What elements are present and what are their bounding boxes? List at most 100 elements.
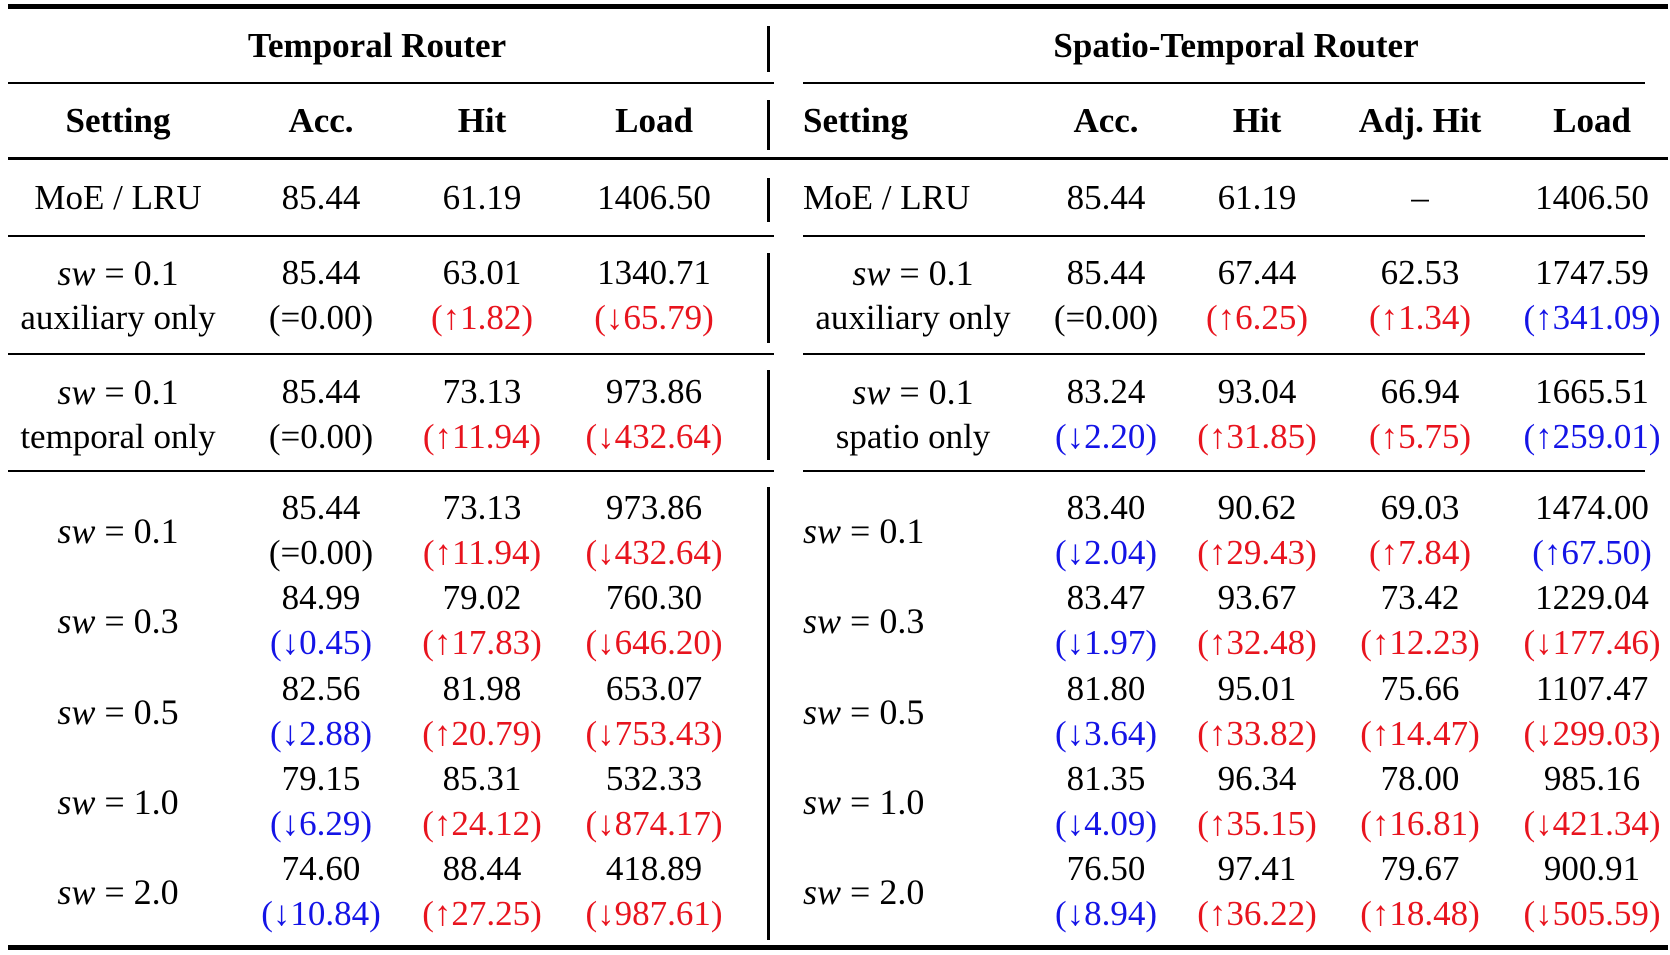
temporal-only-note: temporal only [20, 417, 216, 456]
temporal-only-sw: sw = 0.1 [57, 372, 178, 412]
temporal-sweep-acc-delta: (↓0.45) [269, 623, 373, 662]
temporal-sweep-hit-delta: (↑17.83) [422, 623, 542, 662]
temporal-only-hit-value: 73.13 [442, 372, 522, 411]
equals-sign: = [95, 692, 134, 732]
temporal-sweep-load-delta: (↓646.20) [585, 623, 723, 662]
spatio-baseline-load: 1406.50 [1535, 178, 1649, 217]
equals-sign: = [95, 372, 134, 412]
spatio-sweep-acc-value: 81.80 [1066, 669, 1146, 708]
sw-variable: sw [803, 511, 842, 551]
sw-variable: sw [803, 692, 842, 732]
spatio-aux-note: auxiliary only [815, 298, 1011, 337]
temporal-sweep-sw: sw = 2.0 [57, 872, 178, 912]
sw-variable: sw [803, 601, 842, 641]
spatio-sweep-hit-delta: (↑29.43) [1197, 533, 1317, 572]
temporal-sweep-sw: sw = 0.5 [57, 692, 178, 732]
spatio-aux-acc-value: 85.44 [1066, 253, 1146, 292]
spatio-aux-load-value: 1747.59 [1535, 253, 1649, 292]
spatio-sweep-hit-value: 95.01 [1217, 669, 1297, 708]
temporal-sweep-load-value: 532.33 [605, 759, 703, 798]
sw-variable: sw [852, 253, 891, 293]
temporal-sweep-load-value: 973.86 [605, 488, 703, 527]
spatio-sweep-adj-value: 78.00 [1380, 759, 1460, 798]
spatio-aux-adj-delta: (↑1.34) [1368, 298, 1472, 337]
spatio-aux-adj-value: 62.53 [1380, 253, 1460, 292]
temporal-sweep-hit-value: 85.31 [442, 759, 522, 798]
temporal-aux-acc-value: 85.44 [281, 253, 361, 292]
temporal-sweep-hit-delta: (↑24.12) [422, 804, 542, 843]
spatio-sweep-hit-value: 97.41 [1217, 849, 1297, 888]
temporal-aux-sw: sw = 0.1 [57, 253, 178, 293]
spatio-only-sw: sw = 0.1 [852, 372, 973, 412]
spatio-sweep-load-delta: (↑67.50) [1532, 533, 1652, 572]
equals-sign: = [841, 872, 880, 912]
temporal-sweep-load-value: 418.89 [605, 849, 703, 888]
equals-sign: = [95, 872, 134, 912]
separator-baseline [767, 178, 770, 222]
spatio-sweep-sw: sw = 1.0 [803, 782, 924, 822]
separator-aux [767, 253, 770, 343]
temporal-header-acc: Acc. [288, 101, 354, 140]
temporal-sweep-load-value: 760.30 [605, 578, 703, 617]
spatio-header-adjhit: Adj. Hit [1358, 101, 1482, 140]
temporal-sweep-hit-delta: (↑11.94) [422, 533, 542, 572]
spatio-header-acc: Acc. [1073, 101, 1139, 140]
temporal-sweep-acc-value: 82.56 [281, 669, 361, 708]
temporal-sweep-acc-value: 79.15 [281, 759, 361, 798]
spatio-aux-hit-delta: (↑6.25) [1205, 298, 1309, 337]
spatio-sweep-acc-delta: (↓1.97) [1054, 623, 1158, 662]
temporal-sweep-hit-value: 79.02 [442, 578, 522, 617]
temporal-aux-hit-delta: (↑1.82) [430, 298, 534, 337]
spatio-only-acc-value: 83.24 [1066, 372, 1146, 411]
sw-variable: sw [57, 511, 96, 551]
spatio-group-underline [803, 82, 1645, 84]
temporal-group-underline [8, 82, 774, 84]
temporal-sweep-load-delta: (↓874.17) [585, 804, 723, 843]
spatio-only-note: spatio only [835, 417, 991, 456]
spatio-sweep-acc-value: 83.47 [1066, 578, 1146, 617]
spatio-sweep-acc-value: 76.50 [1066, 849, 1146, 888]
spatio-sweep-hit-value: 90.62 [1217, 488, 1297, 527]
temporal-sweep-acc-value: 74.60 [281, 849, 361, 888]
top-rule [8, 4, 1668, 9]
temporal-sweep-load-delta: (↓987.61) [585, 894, 723, 933]
spatio-sweep-sw: sw = 0.5 [803, 692, 924, 732]
spatio-sweep-load-value: 1229.04 [1535, 578, 1649, 617]
spatio-sweep-hit-value: 93.67 [1217, 578, 1297, 617]
equals-sign: = [890, 253, 929, 293]
temporal-sweep-acc-delta: (=0.00) [268, 533, 374, 572]
temporal-aux-note: auxiliary only [20, 298, 216, 337]
temporal-only-acc-delta: (=0.00) [268, 417, 374, 456]
sw-value: 0.1 [928, 253, 974, 293]
sw-value: 1.0 [133, 782, 179, 822]
spatio-header-load: Load [1553, 101, 1631, 140]
temporal-sweep-acc-delta: (↓10.84) [261, 894, 381, 933]
spatio-only-adj-delta: (↑5.75) [1368, 417, 1472, 456]
spatio-aux-sw: sw = 0.1 [852, 253, 973, 293]
equals-sign: = [841, 511, 880, 551]
temporal-header-load: Load [615, 101, 693, 140]
spatio-sweep-acc-delta: (↓8.94) [1054, 894, 1158, 933]
spatio-baseline-acc: 85.44 [1066, 178, 1146, 217]
spatio-header-setting: Setting [803, 101, 908, 140]
spatio-sweep-sw: sw = 2.0 [803, 872, 924, 912]
sw-value: 0.3 [133, 601, 179, 641]
spatio-sweep-sw: sw = 0.1 [803, 511, 924, 551]
spatio-only-rule [803, 470, 1645, 472]
equals-sign: = [841, 601, 880, 641]
header-bottom-rule [8, 157, 1668, 160]
temporal-aux-rule [8, 353, 774, 355]
spatio-sweep-adj-delta: (↑16.81) [1360, 804, 1480, 843]
spatio-only-hit-delta: (↑31.85) [1197, 417, 1317, 456]
sw-value: 2.0 [879, 872, 925, 912]
spatio-sweep-hit-delta: (↑32.48) [1197, 623, 1317, 662]
spatio-aux-hit-value: 67.44 [1217, 253, 1297, 292]
spatio-sweep-adj-value: 69.03 [1380, 488, 1460, 527]
spatio-sweep-adj-value: 75.66 [1380, 669, 1460, 708]
spatio-only-adj-value: 66.94 [1380, 372, 1460, 411]
separator-sweep [767, 487, 770, 940]
separator-only [767, 370, 770, 460]
spatio-sweep-hit-delta: (↑35.15) [1197, 804, 1317, 843]
spatio-aux-load-delta: (↑341.09) [1523, 298, 1661, 337]
